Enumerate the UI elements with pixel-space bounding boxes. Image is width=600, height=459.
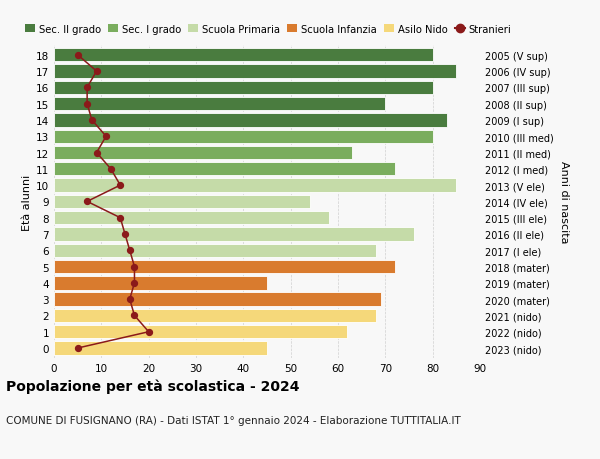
Text: Popolazione per età scolastica - 2024: Popolazione per età scolastica - 2024 [6,379,299,393]
Bar [54,114,447,127]
Point [106,166,116,173]
Bar [54,98,385,111]
Point [120,231,130,238]
Y-axis label: Età alunni: Età alunni [22,174,32,230]
Bar [54,293,380,306]
Legend: Sec. II grado, Sec. I grado, Scuola Primaria, Scuola Infanzia, Asilo Nido, Stran: Sec. II grado, Sec. I grado, Scuola Prim… [25,25,512,35]
Point [115,182,125,190]
Point [130,280,139,287]
Point [87,117,97,124]
Bar [54,309,376,322]
Point [115,214,125,222]
Point [144,328,154,336]
Point [82,101,92,108]
Bar [54,325,347,339]
Y-axis label: Anni di nascita: Anni di nascita [559,161,569,243]
Point [125,247,134,254]
Bar [54,195,310,209]
Point [130,312,139,319]
Bar [54,244,376,257]
Bar [54,179,457,192]
Point [125,296,134,303]
Bar [54,146,352,160]
Bar [54,228,414,241]
Bar [54,130,433,144]
Bar [54,212,329,225]
Text: COMUNE DI FUSIGNANO (RA) - Dati ISTAT 1° gennaio 2024 - Elaborazione TUTTITALIA.: COMUNE DI FUSIGNANO (RA) - Dati ISTAT 1°… [6,415,461,425]
Point [101,133,111,140]
Point [82,84,92,92]
Bar [54,82,433,95]
Point [92,68,101,76]
Point [82,198,92,206]
Bar [54,65,457,78]
Bar [54,341,267,355]
Bar [54,260,395,274]
Bar [54,49,433,62]
Point [130,263,139,271]
Point [73,52,82,59]
Point [92,150,101,157]
Point [73,345,82,352]
Bar [54,277,267,290]
Bar [54,163,395,176]
